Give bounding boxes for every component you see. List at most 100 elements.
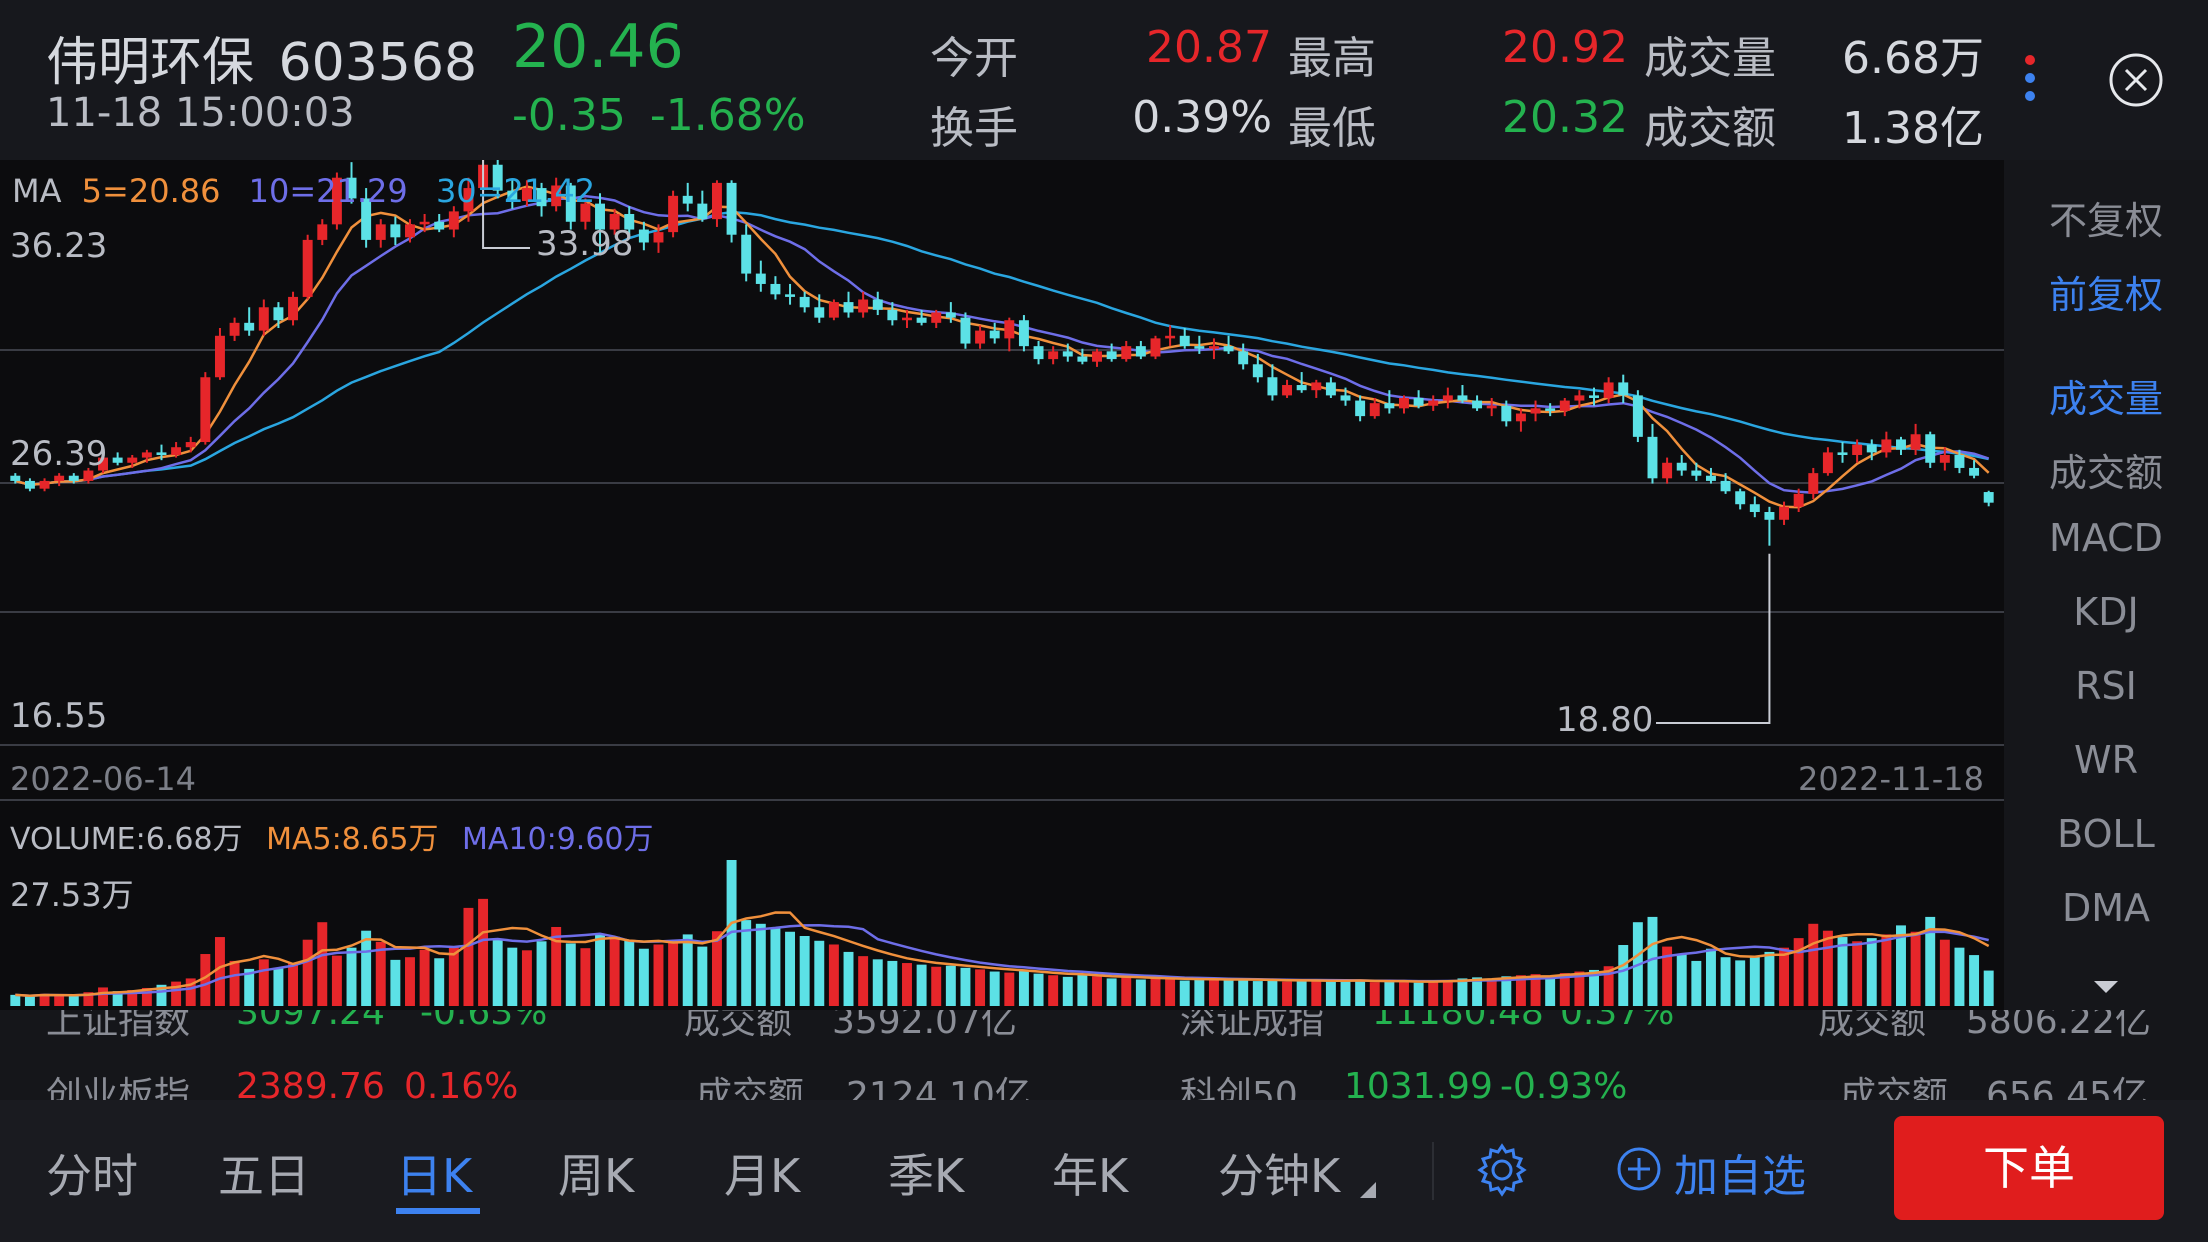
place-order-button[interactable]: 下单 xyxy=(1894,1116,2164,1220)
side-item-kdj[interactable]: KDJ xyxy=(2073,590,2139,634)
side-item-forward-adjust[interactable]: 前复权 xyxy=(2048,273,2163,317)
candle-body xyxy=(1662,462,1673,479)
volume-bar xyxy=(755,923,766,1006)
side-item-no-adjust[interactable]: 不复权 xyxy=(2048,199,2163,243)
volume-bar xyxy=(68,995,79,1006)
settings-gear-icon[interactable] xyxy=(1474,1142,1530,1202)
more-dots-icon[interactable] xyxy=(2020,52,2040,108)
volume-bar xyxy=(83,992,94,1006)
candle-body xyxy=(1486,405,1497,409)
volume-bar xyxy=(1910,931,1921,1006)
volume-bar xyxy=(1574,971,1585,1006)
tab-monthly-k[interactable]: 月K xyxy=(724,1149,801,1203)
volume-bar xyxy=(478,898,489,1006)
candle-body xyxy=(1179,335,1190,347)
candle-body xyxy=(1355,400,1366,417)
amount-value: 1.38亿 xyxy=(1842,103,1984,154)
volume-bar xyxy=(1194,978,1205,1006)
volume-bar xyxy=(1355,981,1366,1006)
volume-label: 成交量 xyxy=(1644,33,1776,84)
tab-daily-k[interactable]: 日K xyxy=(396,1149,473,1203)
candle-body xyxy=(931,312,942,323)
candle-body xyxy=(1793,493,1804,507)
volume-bar xyxy=(1735,960,1746,1006)
kline-chart[interactable] xyxy=(0,144,2004,1010)
volume-bar xyxy=(1618,945,1629,1006)
ticker-amount: 5806.22亿 xyxy=(1966,1010,2151,1042)
side-item-macd[interactable]: MACD xyxy=(2049,516,2163,560)
candle-body xyxy=(1238,351,1249,365)
ma5-line xyxy=(14,185,1990,509)
volume-bar xyxy=(1954,947,1965,1006)
volume-bar xyxy=(565,943,576,1006)
add-circle-icon[interactable] xyxy=(1616,1146,1662,1196)
volume-bar xyxy=(288,963,299,1006)
candle-body xyxy=(1165,335,1176,339)
side-item-wr[interactable]: WR xyxy=(2074,738,2138,782)
close-icon[interactable] xyxy=(2108,52,2164,108)
candle-body xyxy=(492,164,503,191)
volume-legend: VOLUME:6.68万 MA5:8.65万 MA10:9.60万 xyxy=(10,814,654,858)
candle-body xyxy=(405,224,415,238)
active-tab-underline xyxy=(396,1208,480,1214)
candle-body xyxy=(814,307,825,318)
candle-body xyxy=(1399,397,1409,409)
scroll-down-icon[interactable] xyxy=(2094,980,2118,999)
volume-bar xyxy=(1062,976,1073,1006)
side-item-amount[interactable]: 成交额 xyxy=(2048,451,2163,495)
volume-bar xyxy=(1852,941,1863,1006)
candle-body xyxy=(98,457,108,471)
tab-intraday[interactable]: 分时 xyxy=(46,1149,138,1203)
candle-body xyxy=(551,185,562,207)
side-item-rsi[interactable]: RSI xyxy=(2075,664,2137,708)
volume-bar xyxy=(346,947,357,1006)
add-watchlist-button[interactable]: 加自选 xyxy=(1674,1151,1806,1202)
ticker-change: -0.63% xyxy=(420,1010,548,1033)
volume-bar xyxy=(1384,980,1395,1006)
volume-bar xyxy=(448,946,459,1006)
candle-body xyxy=(770,283,781,295)
volume-bar xyxy=(463,907,474,1006)
side-item-volume[interactable]: 成交量 xyxy=(2048,377,2163,421)
candle-body xyxy=(1589,395,1599,398)
tab-weekly-k[interactable]: 周K xyxy=(558,1149,635,1203)
minute-dropdown-icon[interactable] xyxy=(1360,1182,1376,1202)
ticker-value: 2389.76 xyxy=(236,1066,385,1100)
volume-bar xyxy=(1208,980,1219,1006)
volume-bar xyxy=(1545,975,1556,1006)
side-item-boll[interactable]: BOLL xyxy=(2057,812,2155,856)
stock-name-code: 伟明环保 603568 xyxy=(46,20,477,95)
ticker-amount-label: 成交额 xyxy=(684,1010,793,1042)
volume-bar xyxy=(1077,974,1088,1006)
tab-yearly-k[interactable]: 年K xyxy=(1052,1149,1129,1203)
volume-bar xyxy=(1720,957,1731,1006)
candle-body xyxy=(843,302,854,313)
volume-bar xyxy=(141,987,152,1006)
volume-bar xyxy=(536,941,547,1006)
candle-body xyxy=(1969,467,1980,476)
volume-bar xyxy=(1837,937,1848,1006)
volume-ma10-legend: MA10:9.60万 xyxy=(462,822,654,857)
candle-body xyxy=(668,195,679,233)
volume-bar xyxy=(1662,946,1673,1006)
ticker-amount-label: 成交额 xyxy=(1840,1075,1949,1100)
candle-body xyxy=(653,232,664,243)
candle-body xyxy=(902,317,912,321)
candle-body xyxy=(229,322,240,336)
volume-ma10-line xyxy=(15,923,1989,997)
candle-body xyxy=(1223,346,1234,352)
volume-bar xyxy=(419,949,430,1006)
volume-bar xyxy=(931,966,942,1006)
volume-axis-max: 27.53万 xyxy=(10,876,134,914)
turnover-label: 换手 xyxy=(930,103,1018,154)
tab-minute-k[interactable]: 分钟K xyxy=(1218,1149,1341,1203)
candle-body xyxy=(1925,434,1936,463)
side-item-dma[interactable]: DMA xyxy=(2061,886,2151,930)
tab-quarterly-k[interactable]: 季K xyxy=(888,1149,965,1203)
volume-bar xyxy=(1501,976,1512,1006)
kline-chart-panel[interactable]: MA 5=20.86 10=21.29 30=21.42 36.23 26.39… xyxy=(0,144,2004,1010)
volume-bar xyxy=(1311,979,1322,1006)
candle-body xyxy=(1121,346,1132,360)
volume-bar xyxy=(1121,977,1132,1006)
tab-five-day[interactable]: 五日 xyxy=(218,1149,310,1203)
